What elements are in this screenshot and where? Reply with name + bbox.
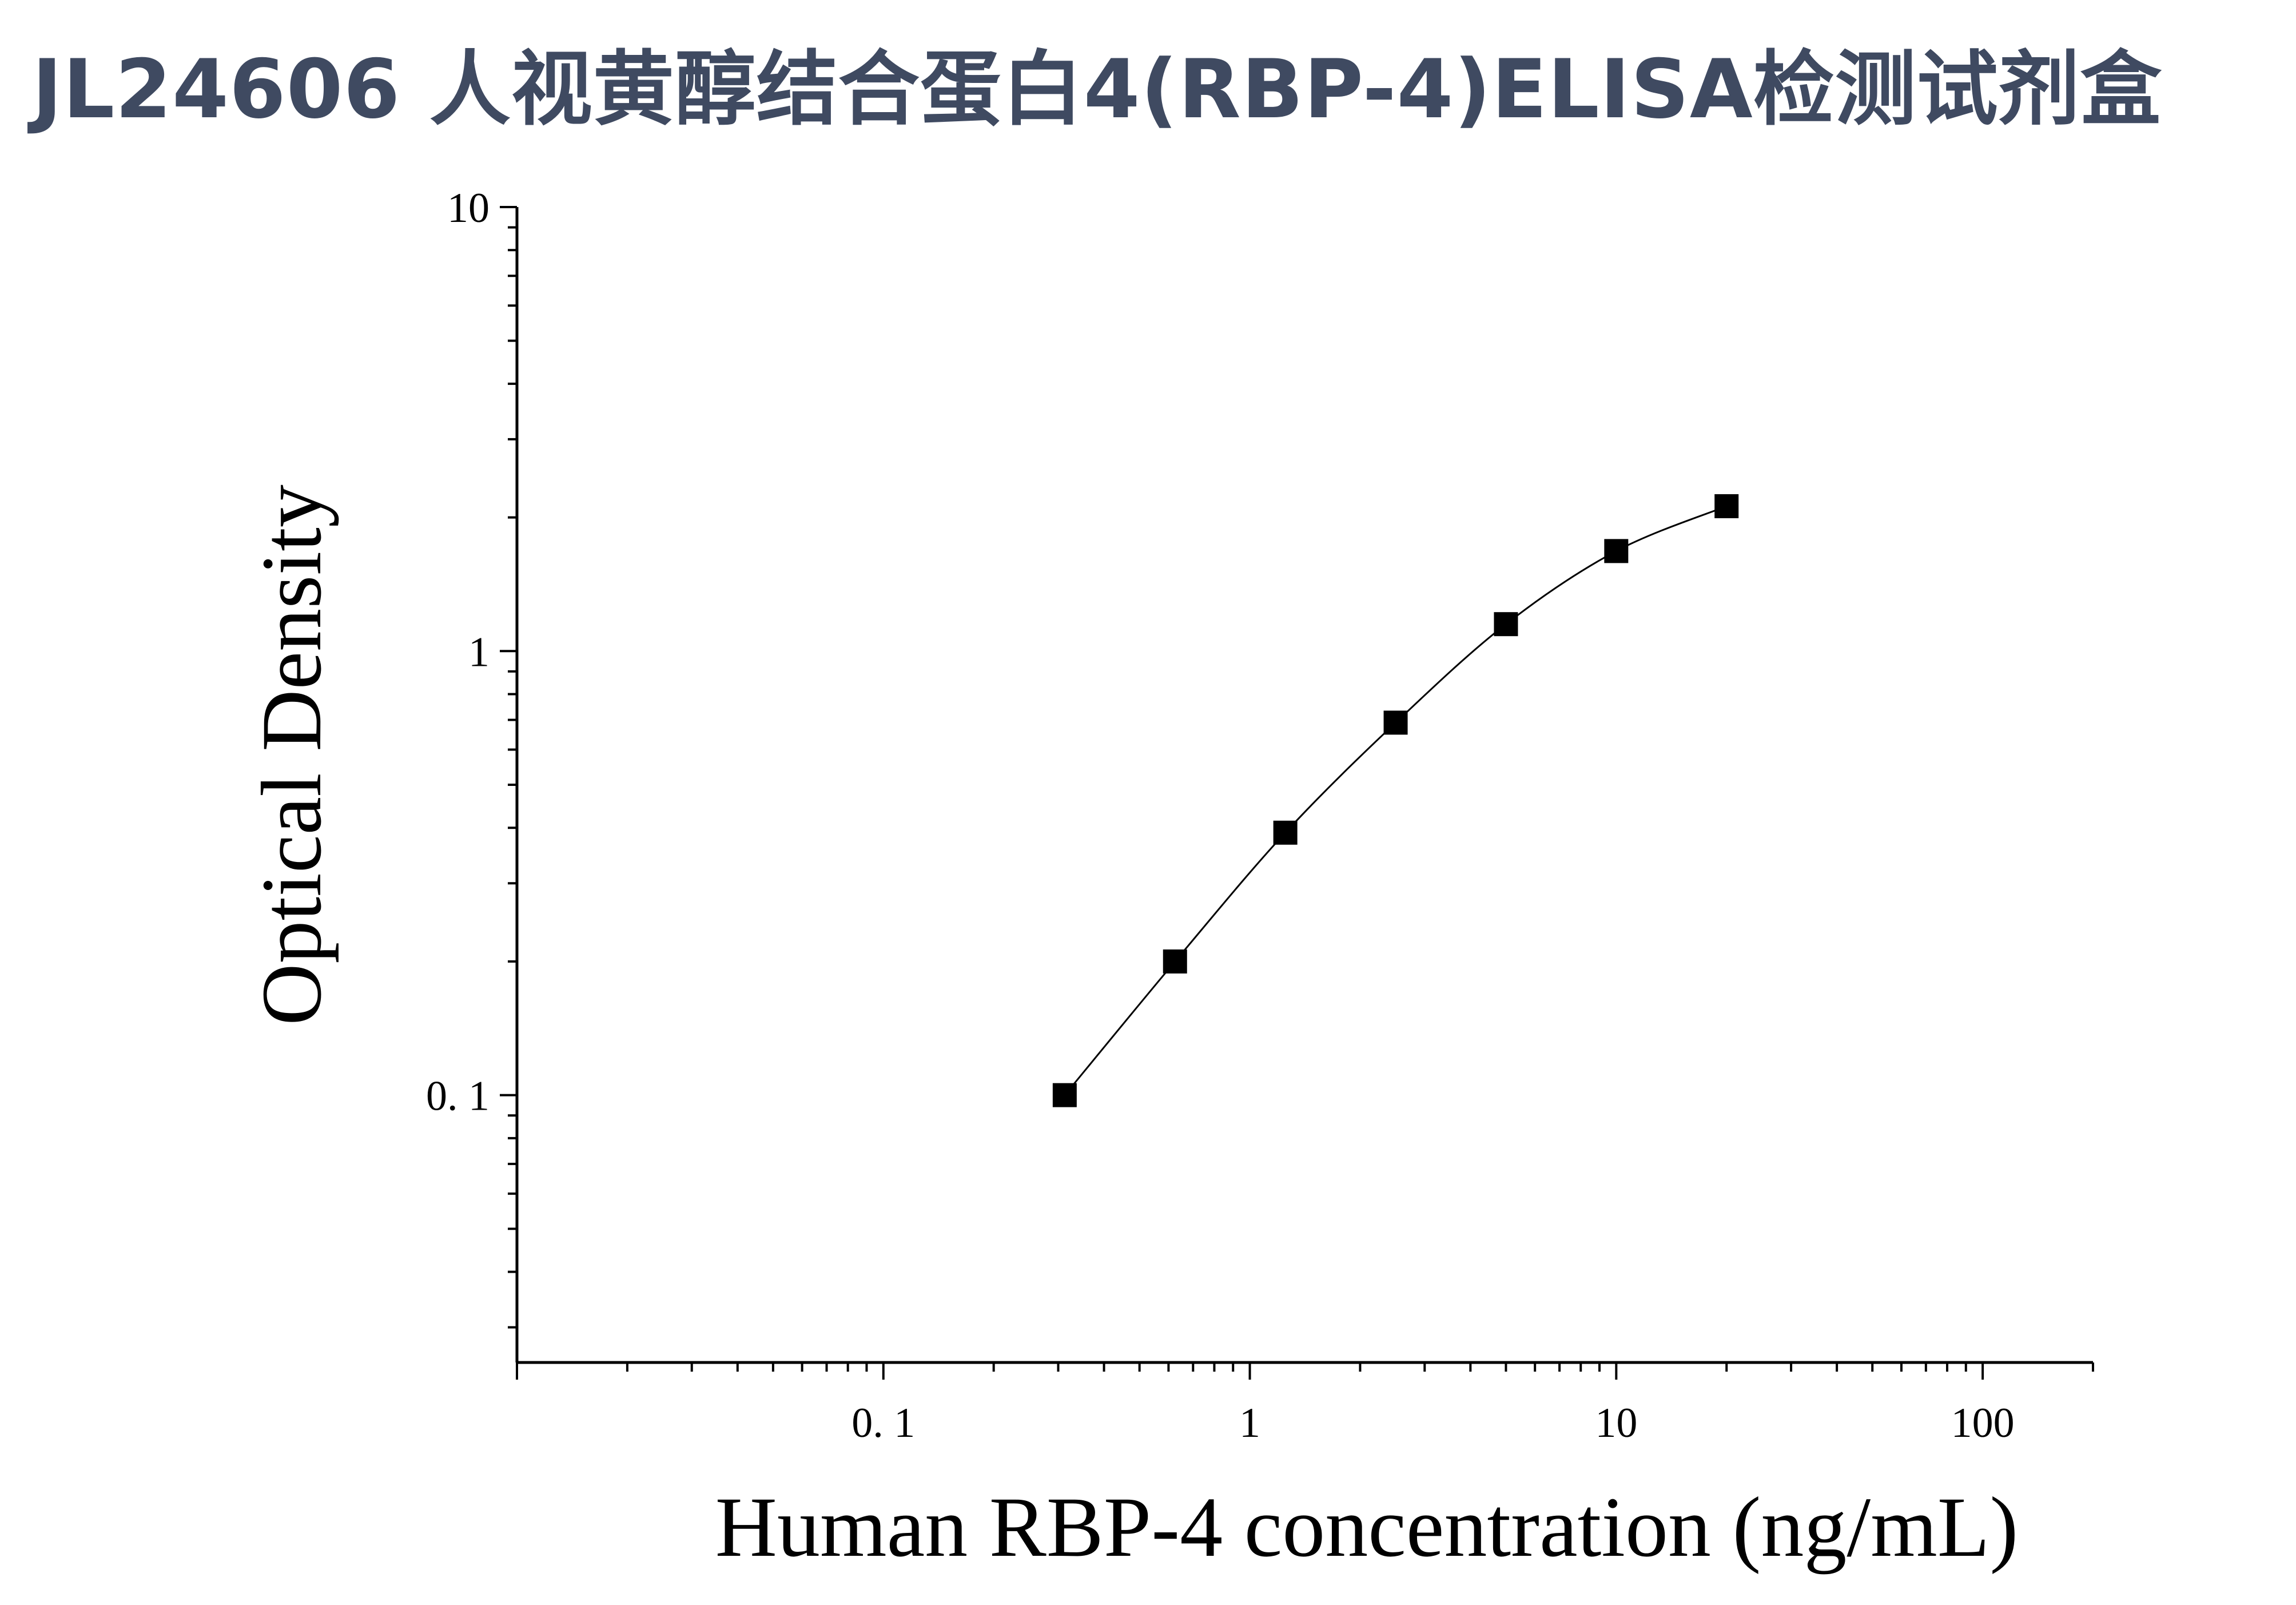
y-tick-label: 10 <box>447 185 490 232</box>
x-tick-label: 1 <box>1239 1400 1260 1447</box>
x-tick-label: 100 <box>1951 1400 2015 1447</box>
x-tick-label: 0. 1 <box>851 1400 915 1447</box>
axes <box>515 207 2093 1364</box>
data-point <box>1604 539 1629 563</box>
x-axis-title: Human RBP-4 concentration (ng/mL) <box>715 1480 2019 1575</box>
y-tick-label: 0. 1 <box>426 1073 490 1120</box>
ticks: 0. 1 1 10 100 0. 1 1 10 <box>426 185 2094 1447</box>
data-point <box>1494 612 1518 637</box>
y-axis-title: Optical Density <box>244 484 339 1026</box>
data-point <box>1052 1083 1077 1107</box>
data-point <box>1163 949 1187 974</box>
data-point <box>1383 710 1408 735</box>
data-point <box>1273 820 1298 845</box>
fit-curve <box>1064 505 1727 1096</box>
y-tick-label: 1 <box>468 629 490 676</box>
data-point <box>1714 494 1739 518</box>
data-markers <box>1052 494 1739 1107</box>
x-tick-label: 10 <box>1595 1400 1637 1447</box>
page-title: JL24606 人视黄醇结合蛋白4(RBP-4)ELISA检测试剂盒 <box>32 42 2162 137</box>
